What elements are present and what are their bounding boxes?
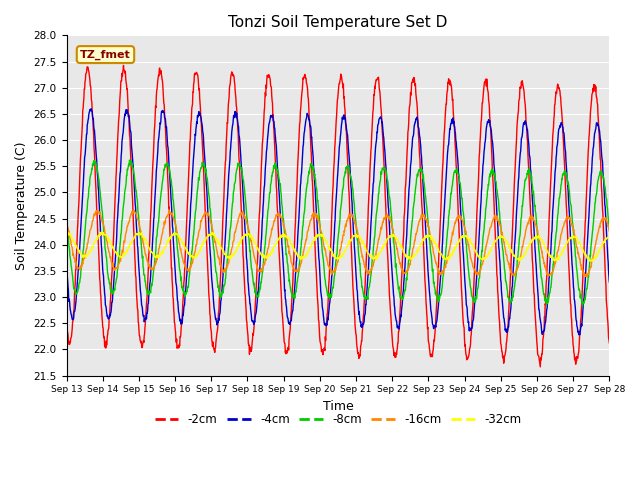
Legend: -2cm, -4cm, -8cm, -16cm, -32cm: -2cm, -4cm, -8cm, -16cm, -32cm [150, 408, 526, 431]
Text: TZ_fmet: TZ_fmet [80, 49, 131, 60]
Y-axis label: Soil Temperature (C): Soil Temperature (C) [15, 141, 28, 270]
X-axis label: Time: Time [323, 400, 353, 413]
Title: Tonzi Soil Temperature Set D: Tonzi Soil Temperature Set D [228, 15, 447, 30]
